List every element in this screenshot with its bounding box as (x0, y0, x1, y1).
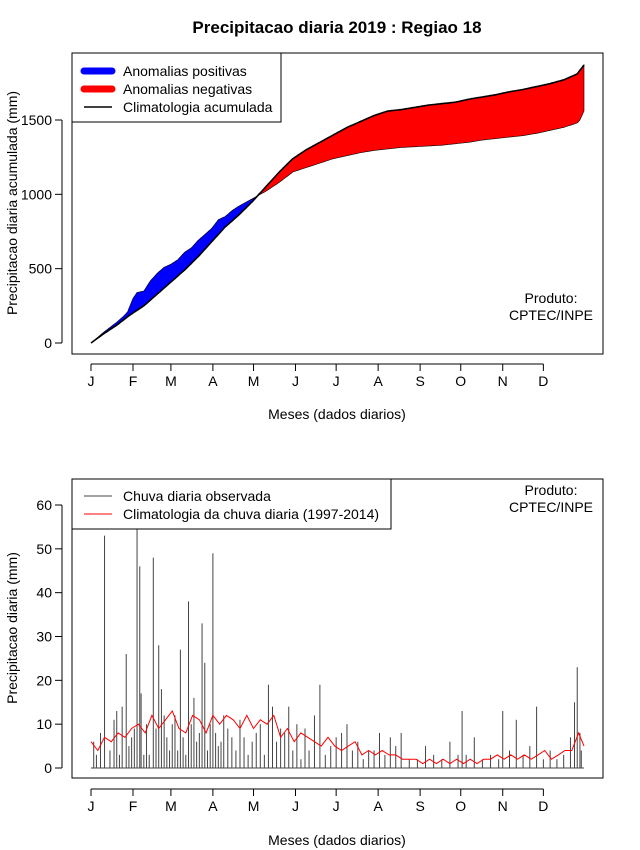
legend-label-climatology: Climatologia acumulada (123, 99, 273, 115)
daily-x-tick-label: J (292, 798, 299, 814)
figure-title: Precipitacao diaria 2019 : Regiao 18 (192, 18, 481, 37)
accumulated-x-tick-label: J (333, 373, 340, 389)
accumulated-note-line-2: CPTEC/INPE (509, 307, 593, 323)
daily-x-tick-label: M (165, 798, 177, 814)
accumulated-x-tick-label: N (498, 373, 508, 389)
legend-label-observed: Chuva diaria observada (123, 488, 271, 504)
daily-x-tick-label: M (248, 798, 260, 814)
accumulated-chart: J F M A M J J A S O N D 0 500 1000 1500 Meses (dados d… (4, 52, 604, 422)
accumulated-x-tick-label: A (208, 373, 218, 389)
daily-data-layer (90, 491, 585, 769)
daily-y-tick-label: 0 (44, 760, 52, 776)
accumulated-y-tick-label: 1500 (21, 112, 52, 128)
daily-x-tick-label: F (129, 798, 138, 814)
legend-label-positive: Anomalias positivas (123, 63, 247, 79)
legend-label-climatology-daily: Climatologia da chuva diaria (1997-2014) (123, 506, 379, 522)
daily-note-line-1: Produto: (525, 482, 578, 498)
accumulated-x-tick-label: D (538, 373, 548, 389)
accumulated-data-layer (90, 64, 585, 344)
accumulated-x-tick-label: M (248, 373, 260, 389)
daily-y-tick-label: 20 (36, 672, 52, 688)
climatology-accumulated-line (90, 64, 585, 344)
daily-y-axis-label: Precipitacao diaria (mm) (4, 552, 20, 704)
daily-y-tick-label: 50 (36, 541, 52, 557)
daily-y-axis: 0 10 20 30 40 50 60 (36, 497, 63, 776)
accumulated-x-tick-label: J (292, 373, 299, 389)
daily-x-tick-label: A (373, 798, 383, 814)
accumulated-y-tick-label: 0 (44, 335, 52, 351)
negative-anomaly-area (257, 64, 585, 197)
daily-legend: Chuva diaria observada Climatologia da c… (71, 478, 392, 530)
daily-x-axis-label: Meses (dados diarios) (268, 832, 406, 848)
legend-label-negative: Anomalias negativas (123, 81, 252, 97)
daily-y-tick-label: 30 (36, 629, 52, 645)
daily-legend-box (71, 478, 392, 530)
daily-x-tick-label: O (455, 798, 466, 814)
climatology-daily-line (90, 709, 585, 765)
accumulated-y-axis: 0 500 1000 1500 (21, 112, 63, 351)
accumulated-x-tick-label: A (373, 373, 383, 389)
accumulated-x-tick-label: F (129, 373, 138, 389)
daily-x-tick-label: A (208, 798, 218, 814)
daily-x-tick-label: J (333, 798, 340, 814)
positive-anomaly-area (90, 195, 258, 344)
daily-y-tick-label: 40 (36, 585, 52, 601)
daily-y-tick-label: 60 (36, 497, 52, 513)
daily-note-line-2: CPTEC/INPE (509, 499, 593, 515)
accumulated-y-axis-label: Precipitacao diaria acumulada (mm) (4, 91, 20, 315)
daily-x-tick-label: D (538, 798, 548, 814)
accumulated-y-tick-label: 1000 (21, 186, 52, 202)
daily-x-tick-label: S (415, 798, 424, 814)
accumulated-legend: Anomalias positivas Anomalias negativas … (71, 52, 282, 123)
accumulated-x-tick-label: M (165, 373, 177, 389)
daily-chart: J F M A M J J A S O N D 0 10 20 30 40 50 60 Meses (dados … (4, 478, 604, 848)
daily-x-tick-label: N (498, 798, 508, 814)
accumulated-x-tick-label: J (88, 373, 95, 389)
accumulated-x-tick-label: S (415, 373, 424, 389)
daily-y-tick-label: 10 (36, 716, 52, 732)
accumulated-note-line-1: Produto: (525, 290, 578, 306)
accumulated-y-tick-label: 500 (29, 261, 53, 277)
daily-x-tick-label: J (88, 798, 95, 814)
accumulated-plot-frame (71, 52, 604, 355)
accumulated-x-tick-label: O (455, 373, 466, 389)
accumulated-x-axis-label: Meses (dados diarios) (268, 406, 406, 422)
